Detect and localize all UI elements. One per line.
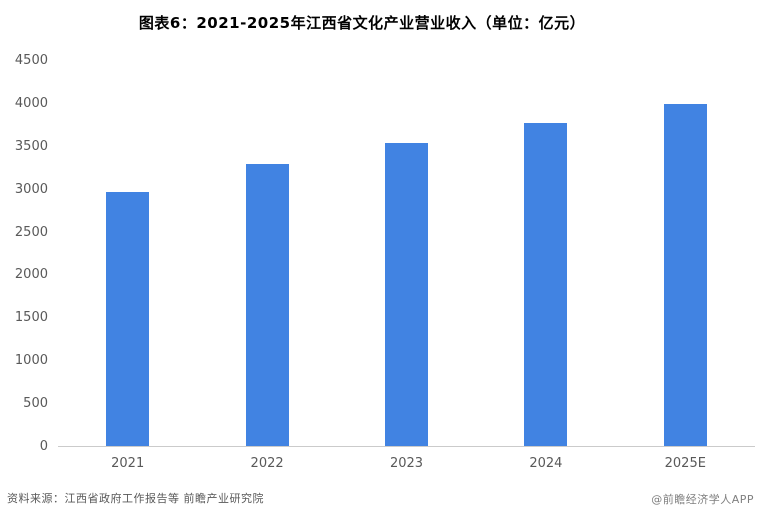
x-tick-label-2024: 2024 <box>529 456 563 471</box>
y-tick-label: 1500 <box>14 310 48 326</box>
y-tick-label: 500 <box>23 396 48 412</box>
watermark-text: @前瞻经济学人APP <box>651 493 754 506</box>
chart-title: 图表6：2021-2025年江西省文化产业营业收入（单位：亿元） <box>138 14 586 32</box>
x-axis-line <box>58 446 755 447</box>
x-tick-label-2022: 2022 <box>250 456 284 471</box>
y-tick-label: 2500 <box>14 224 48 240</box>
source-text: 资料来源：江西省政府工作报告等 前瞻产业研究院 <box>7 492 264 505</box>
bar-2025E <box>663 103 707 447</box>
y-tick-label: 3000 <box>14 181 48 197</box>
bar-2021 <box>106 192 150 447</box>
y-tick-label: 0 <box>39 439 48 454</box>
y-tick-label: 2000 <box>14 267 48 283</box>
bar-2022 <box>245 163 289 447</box>
y-tick-label: 3500 <box>14 138 48 154</box>
x-tick-label-2025E: 2025E <box>664 456 706 471</box>
y-tick-label: 1000 <box>14 353 48 369</box>
x-tick-label-2023: 2023 <box>389 456 424 471</box>
x-tick-label-2021: 2021 <box>111 456 145 471</box>
bar-2024 <box>524 122 568 447</box>
y-tick-label: 4000 <box>14 95 48 111</box>
bar-2023 <box>385 142 428 447</box>
y-tick-label: 4500 <box>14 53 48 68</box>
